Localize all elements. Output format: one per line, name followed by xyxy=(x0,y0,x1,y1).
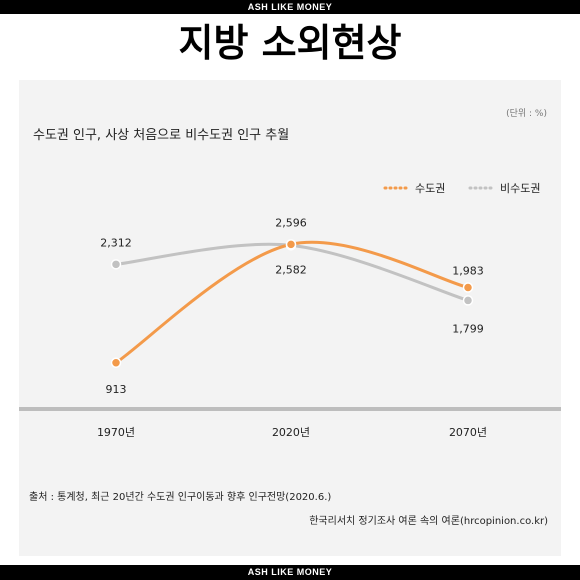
point-s1-2 xyxy=(462,295,474,306)
line-chart: 수도권 비수도권 2,312 2,582 1,799 913 2,596 1,983 197… xyxy=(19,182,561,439)
data-label-s0-0: 913 xyxy=(106,383,127,396)
chart-legend: 수도권 비수도권 xyxy=(383,182,540,195)
data-label-s1-2: 1,799 xyxy=(452,322,484,335)
x-tick-label-2: 2070년 xyxy=(449,426,487,439)
data-label-s0-1: 2,596 xyxy=(275,216,307,229)
x-tick-label-1: 2020년 xyxy=(272,426,310,439)
data-label-s0-2: 1,983 xyxy=(452,264,484,277)
page-headline: 지방 소외현상 xyxy=(178,21,402,65)
point-s0-2 xyxy=(462,282,474,293)
point-s0-0 xyxy=(110,357,122,369)
point-s1-0 xyxy=(110,259,122,270)
point-s0-1 xyxy=(285,239,297,250)
publisher-note: 한국리서치 정기조사 여론 속의 여론(hrcopinion.co.kr) xyxy=(309,516,548,527)
legend-label-0: 수도권 xyxy=(415,182,445,195)
legend-label-1: 비수도권 xyxy=(500,182,540,195)
chart-title: 수도권 인구, 사상 처음으로 비수도권 인구 추월 xyxy=(33,128,290,143)
x-tick-label-0: 1970년 xyxy=(97,426,135,439)
source-note: 출처 : 통계청, 최근 20년간 수도권 인구이동과 향후 인구전망(2020… xyxy=(29,492,332,503)
unit-label: (단위 : %) xyxy=(506,109,547,119)
chart-card: (단위 : %) 수도권 인구, 사상 처음으로 비수도권 인구 추월 수도권 비… xyxy=(19,80,561,556)
top-banner: ASH LIKE MONEY xyxy=(0,0,580,14)
series-line-0 xyxy=(114,240,470,365)
bottom-banner: ASH LIKE MONEY xyxy=(0,565,580,580)
data-label-s1-0: 2,312 xyxy=(100,236,132,249)
data-label-s1-1: 2,582 xyxy=(275,263,307,276)
